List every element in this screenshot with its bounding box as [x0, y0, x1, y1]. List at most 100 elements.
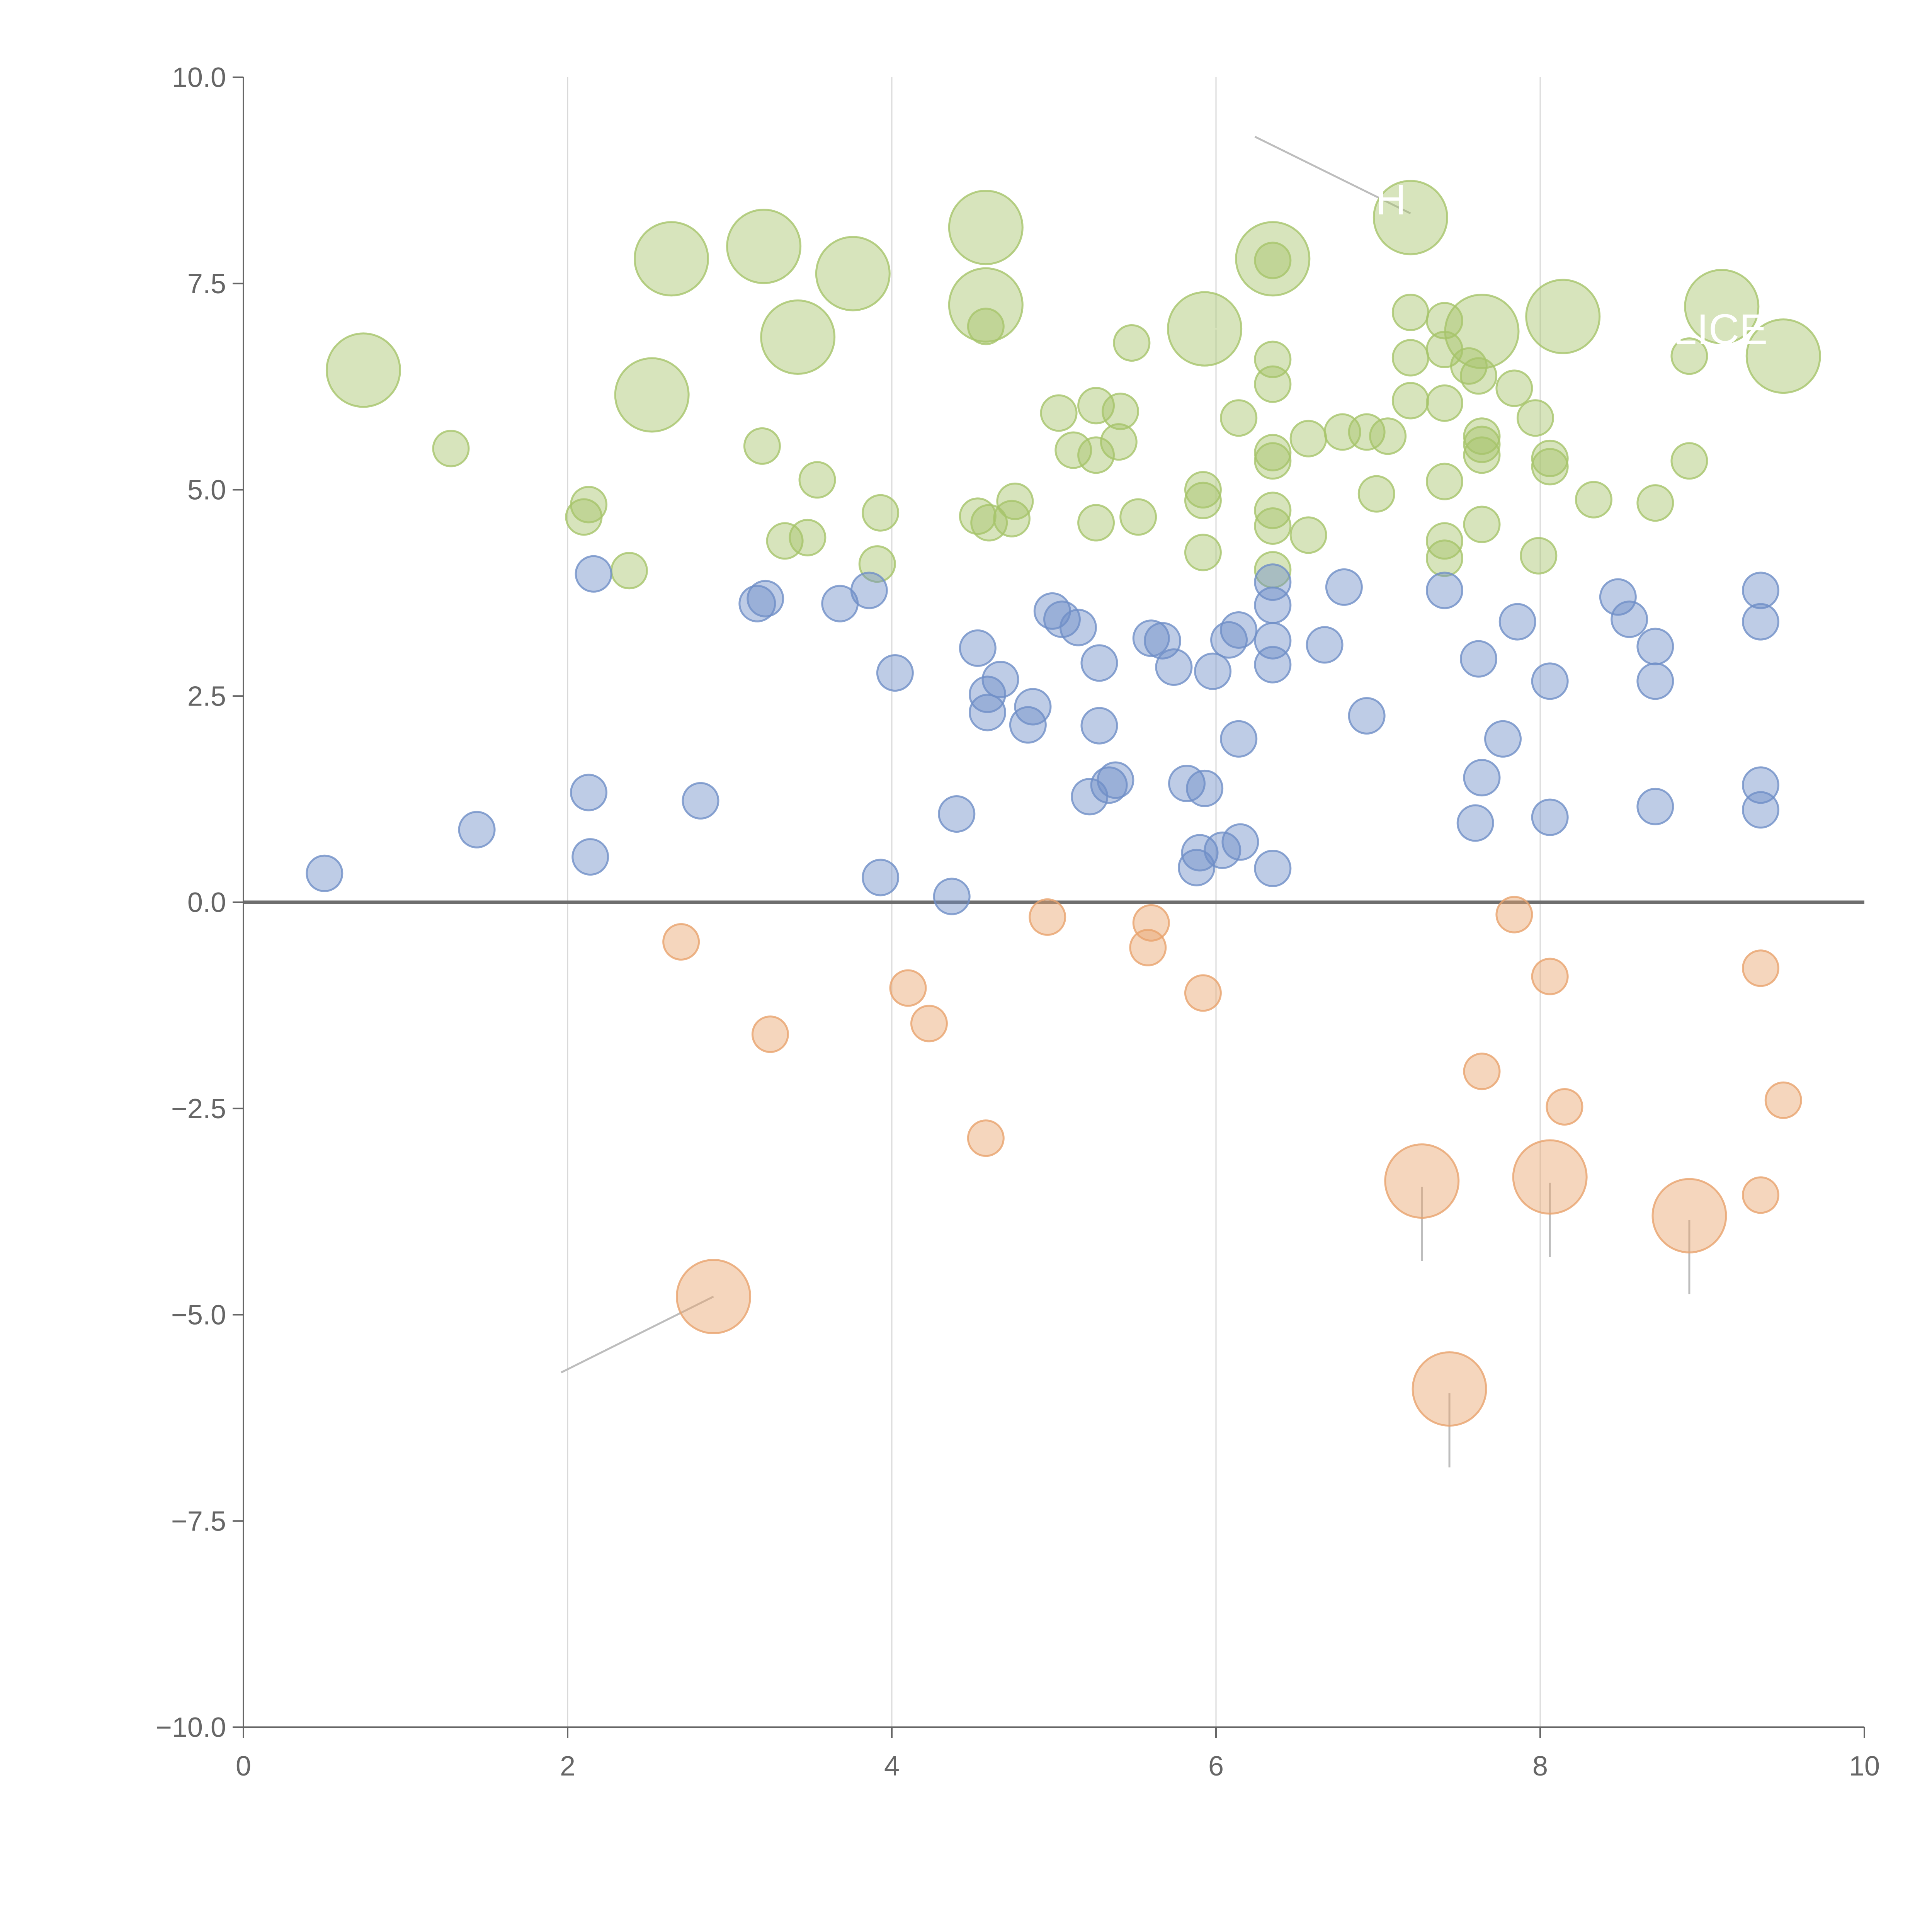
data-point-blue: [1742, 791, 1780, 829]
data-point-green: [1531, 439, 1569, 477]
leader-line: [651, 396, 659, 422]
data-point-blue: [1132, 619, 1170, 657]
data-point-blue: [1456, 804, 1494, 842]
data-point-green: [1054, 431, 1092, 469]
y-tick-label: 7.5: [187, 269, 226, 299]
y-tick-label: 2.5: [187, 681, 226, 712]
data-point-blue: [1186, 769, 1224, 807]
data-point-blue: [458, 811, 496, 849]
data-point-green: [432, 430, 470, 468]
y-tick-label: −2.5: [171, 1094, 226, 1124]
data-point-green: [1495, 369, 1533, 407]
data-point-blue: [1531, 798, 1569, 836]
data-point-green: [325, 332, 401, 408]
data-point-green: [1463, 425, 1501, 463]
data-point-green: [996, 482, 1034, 520]
y-tick-label: −7.5: [171, 1506, 226, 1537]
data-point-blue: [938, 795, 976, 833]
data-point-blue: [1636, 787, 1674, 825]
data-point-blue: [933, 878, 971, 915]
data-point-green: [1520, 537, 1558, 575]
leader-line: [1566, 316, 1612, 321]
data-point-blue: [1611, 600, 1648, 638]
data-point-orange: [1764, 1081, 1802, 1119]
data-point-green: [1254, 242, 1292, 279]
data-point-green: [789, 519, 827, 556]
leader-lines: [561, 136, 1784, 1468]
data-point-green: [970, 504, 1008, 542]
leader-line: [1254, 136, 1411, 214]
data-point-blue: [1220, 720, 1258, 758]
leader-line: [635, 250, 672, 258]
data-point-orange: [1029, 898, 1066, 936]
leader-line: [833, 262, 879, 270]
data-point-orange: [1463, 1053, 1501, 1090]
data-point-green: [1220, 399, 1258, 437]
data-point-green: [1184, 471, 1222, 509]
data-point-blue: [1059, 609, 1097, 646]
data-point-orange: [1546, 1088, 1583, 1126]
data-point-green: [1531, 448, 1569, 486]
data-point-blue: [959, 629, 997, 667]
data-point-green: [1575, 481, 1612, 519]
data-point-green: [1463, 505, 1501, 543]
data-point-blue: [1204, 831, 1242, 869]
data-point-blue: [1636, 628, 1674, 665]
data-point-blue: [876, 654, 914, 692]
data-point-green: [1357, 475, 1395, 513]
data-point-green: [1289, 420, 1327, 457]
leader-line: [736, 231, 759, 243]
data-point-blue: [1097, 761, 1134, 799]
data-point-blue: [1599, 578, 1637, 616]
data-point-green: [1235, 221, 1311, 297]
data-point-blue: [1254, 586, 1292, 624]
data-point-orange: [1742, 949, 1780, 987]
data-point-green: [1670, 337, 1708, 375]
data-point-green: [1254, 442, 1292, 480]
data-point-green: [1425, 384, 1463, 422]
data-point-green: [1391, 293, 1429, 331]
y-tick-label: −5.0: [171, 1300, 226, 1331]
data-point-green: [614, 357, 690, 433]
data-point-green: [1516, 399, 1554, 437]
data-point-green: [743, 427, 781, 465]
data-point-green: [798, 461, 836, 499]
data-point-blue: [1221, 823, 1259, 861]
data-point-green: [610, 552, 648, 590]
data-point-green: [1425, 539, 1463, 577]
data-point-blue: [1254, 646, 1292, 684]
data-point-green: [760, 299, 836, 375]
data-point-green: [1040, 394, 1078, 432]
data-point-blue: [571, 838, 609, 876]
y-tick-label: 5.0: [187, 475, 226, 506]
data-point-blue: [1348, 697, 1386, 735]
data-point-green: [1391, 382, 1429, 420]
data-point-blue: [969, 694, 1007, 731]
data-point-blue: [1080, 644, 1118, 682]
data-point-green: [726, 209, 802, 284]
data-point-green: [633, 221, 709, 297]
data-point-blue: [1009, 706, 1047, 744]
data-point-blue: [850, 571, 888, 609]
data-point-green: [1372, 180, 1448, 255]
data-point-green: [1254, 365, 1292, 403]
data-point-blue: [981, 661, 1019, 699]
data-point-green: [1184, 534, 1222, 571]
annotation-lice: LICE: [1673, 306, 1768, 353]
data-point-green: [1254, 492, 1292, 529]
data-point-green: [1254, 507, 1292, 545]
data-point-orange: [1132, 904, 1170, 942]
data-point-blue: [1254, 849, 1292, 887]
data-point-blue: [1178, 849, 1216, 886]
data-point-blue: [570, 774, 608, 811]
data-point-orange: [662, 923, 700, 961]
data-point-green: [815, 236, 891, 311]
data-point-green: [1077, 387, 1115, 425]
data-point-blue: [1460, 640, 1498, 678]
data-point-orange: [1512, 1139, 1588, 1215]
data-point-blue: [1194, 652, 1232, 690]
data-point-green: [1184, 481, 1222, 519]
data-point-blue: [1636, 662, 1674, 700]
data-point-green: [1077, 504, 1115, 542]
